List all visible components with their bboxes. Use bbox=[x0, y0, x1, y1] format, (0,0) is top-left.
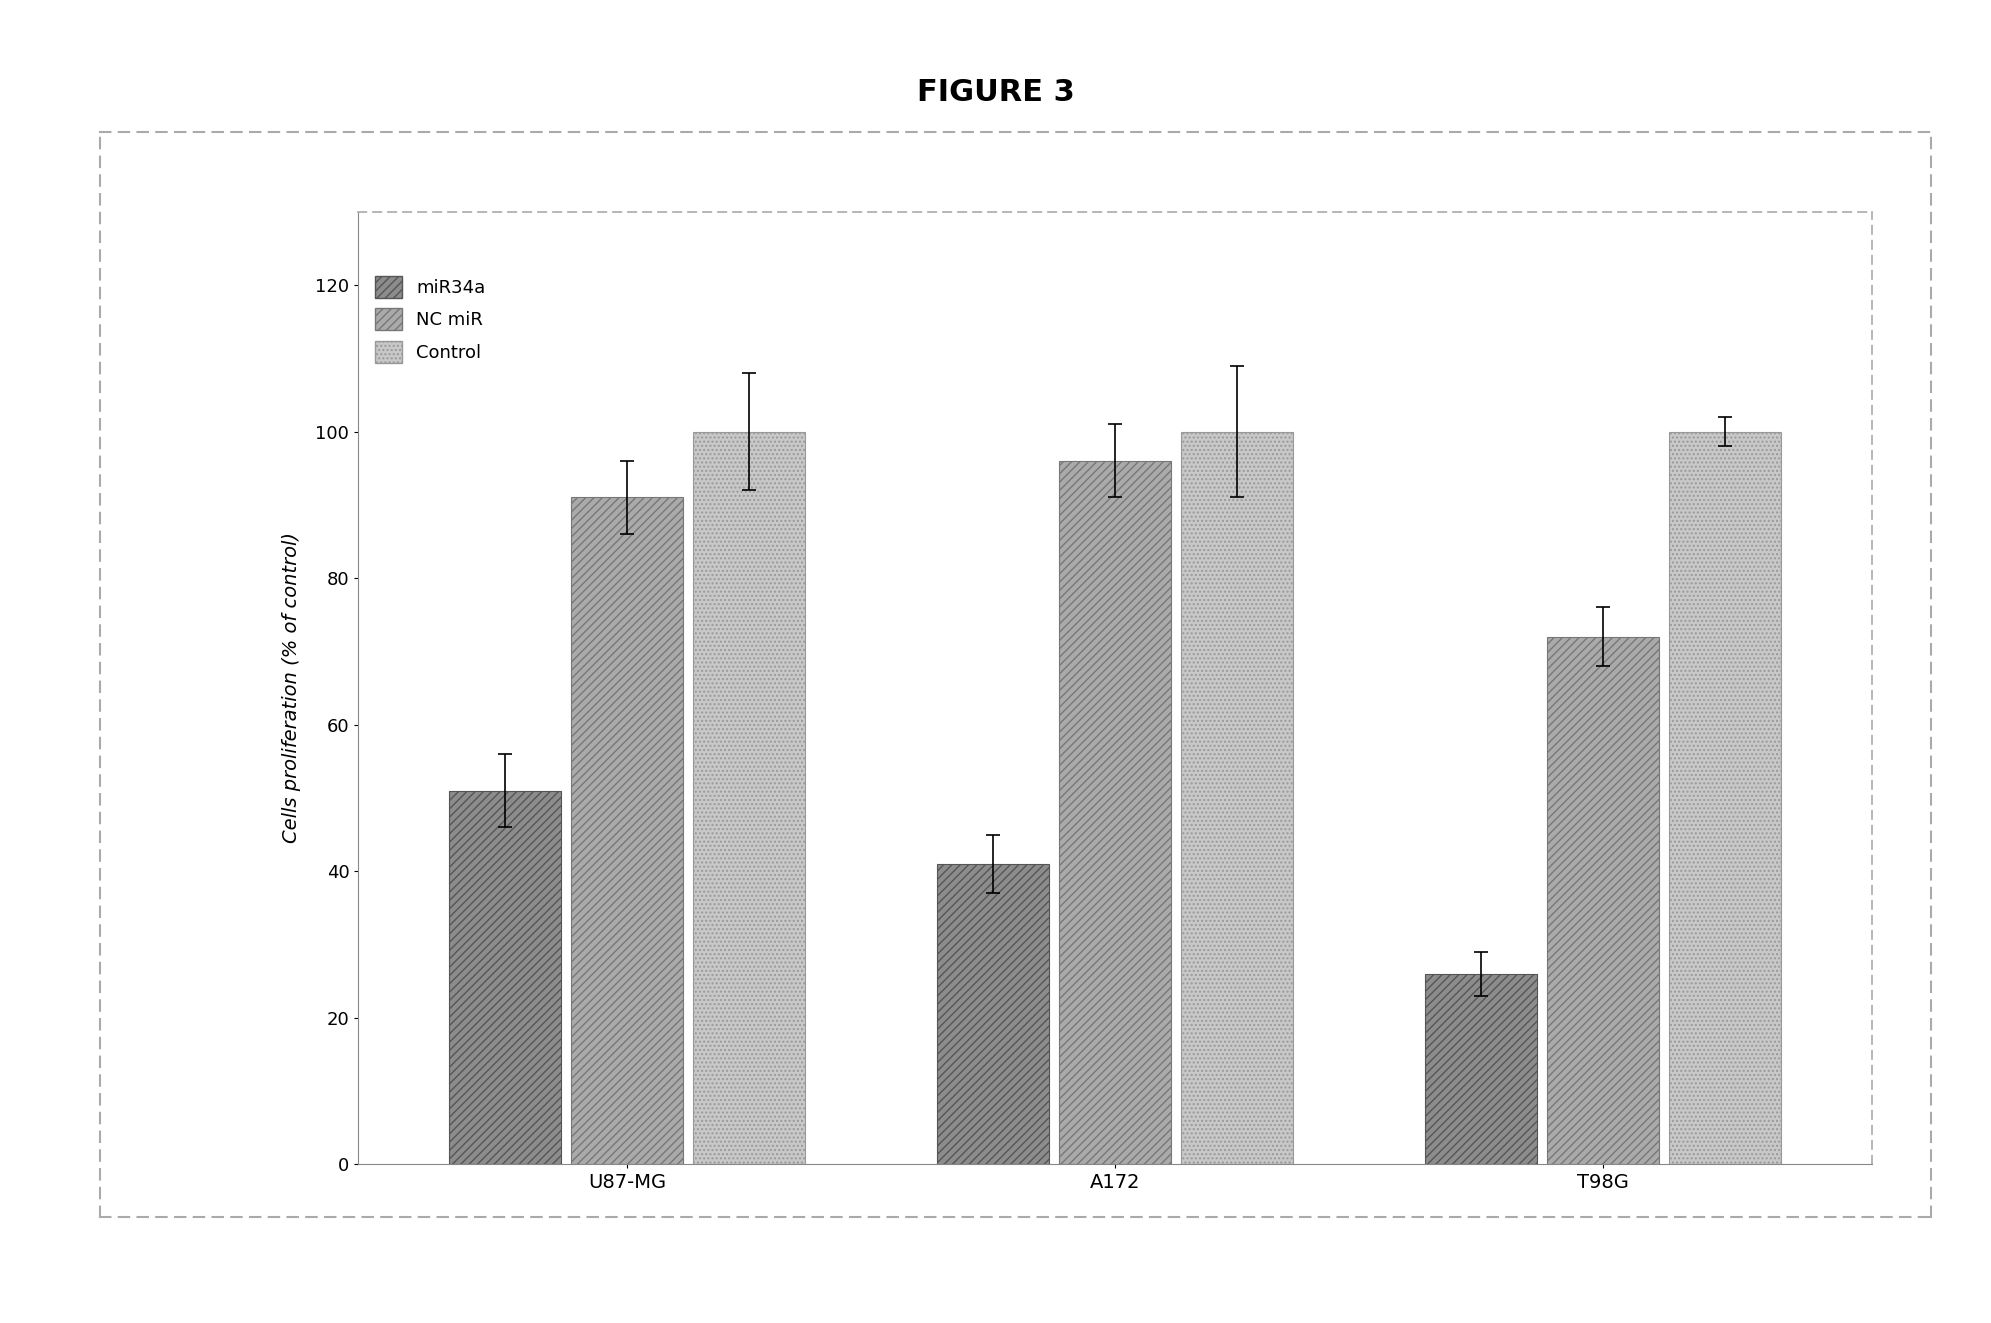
Bar bbox=[693, 431, 804, 1164]
Bar bbox=[1547, 636, 1659, 1164]
Bar bbox=[1426, 974, 1537, 1164]
Y-axis label: Cells proliferation (% of control): Cells proliferation (% of control) bbox=[283, 532, 301, 844]
Bar bbox=[1059, 460, 1171, 1164]
Legend: miR34a, NC miR, Control: miR34a, NC miR, Control bbox=[368, 269, 492, 370]
Bar bbox=[1181, 431, 1292, 1164]
Bar bbox=[571, 497, 683, 1164]
Bar bbox=[448, 791, 561, 1164]
Text: FIGURE 3: FIGURE 3 bbox=[916, 78, 1075, 107]
Bar bbox=[938, 864, 1049, 1164]
Bar bbox=[1668, 431, 1782, 1164]
